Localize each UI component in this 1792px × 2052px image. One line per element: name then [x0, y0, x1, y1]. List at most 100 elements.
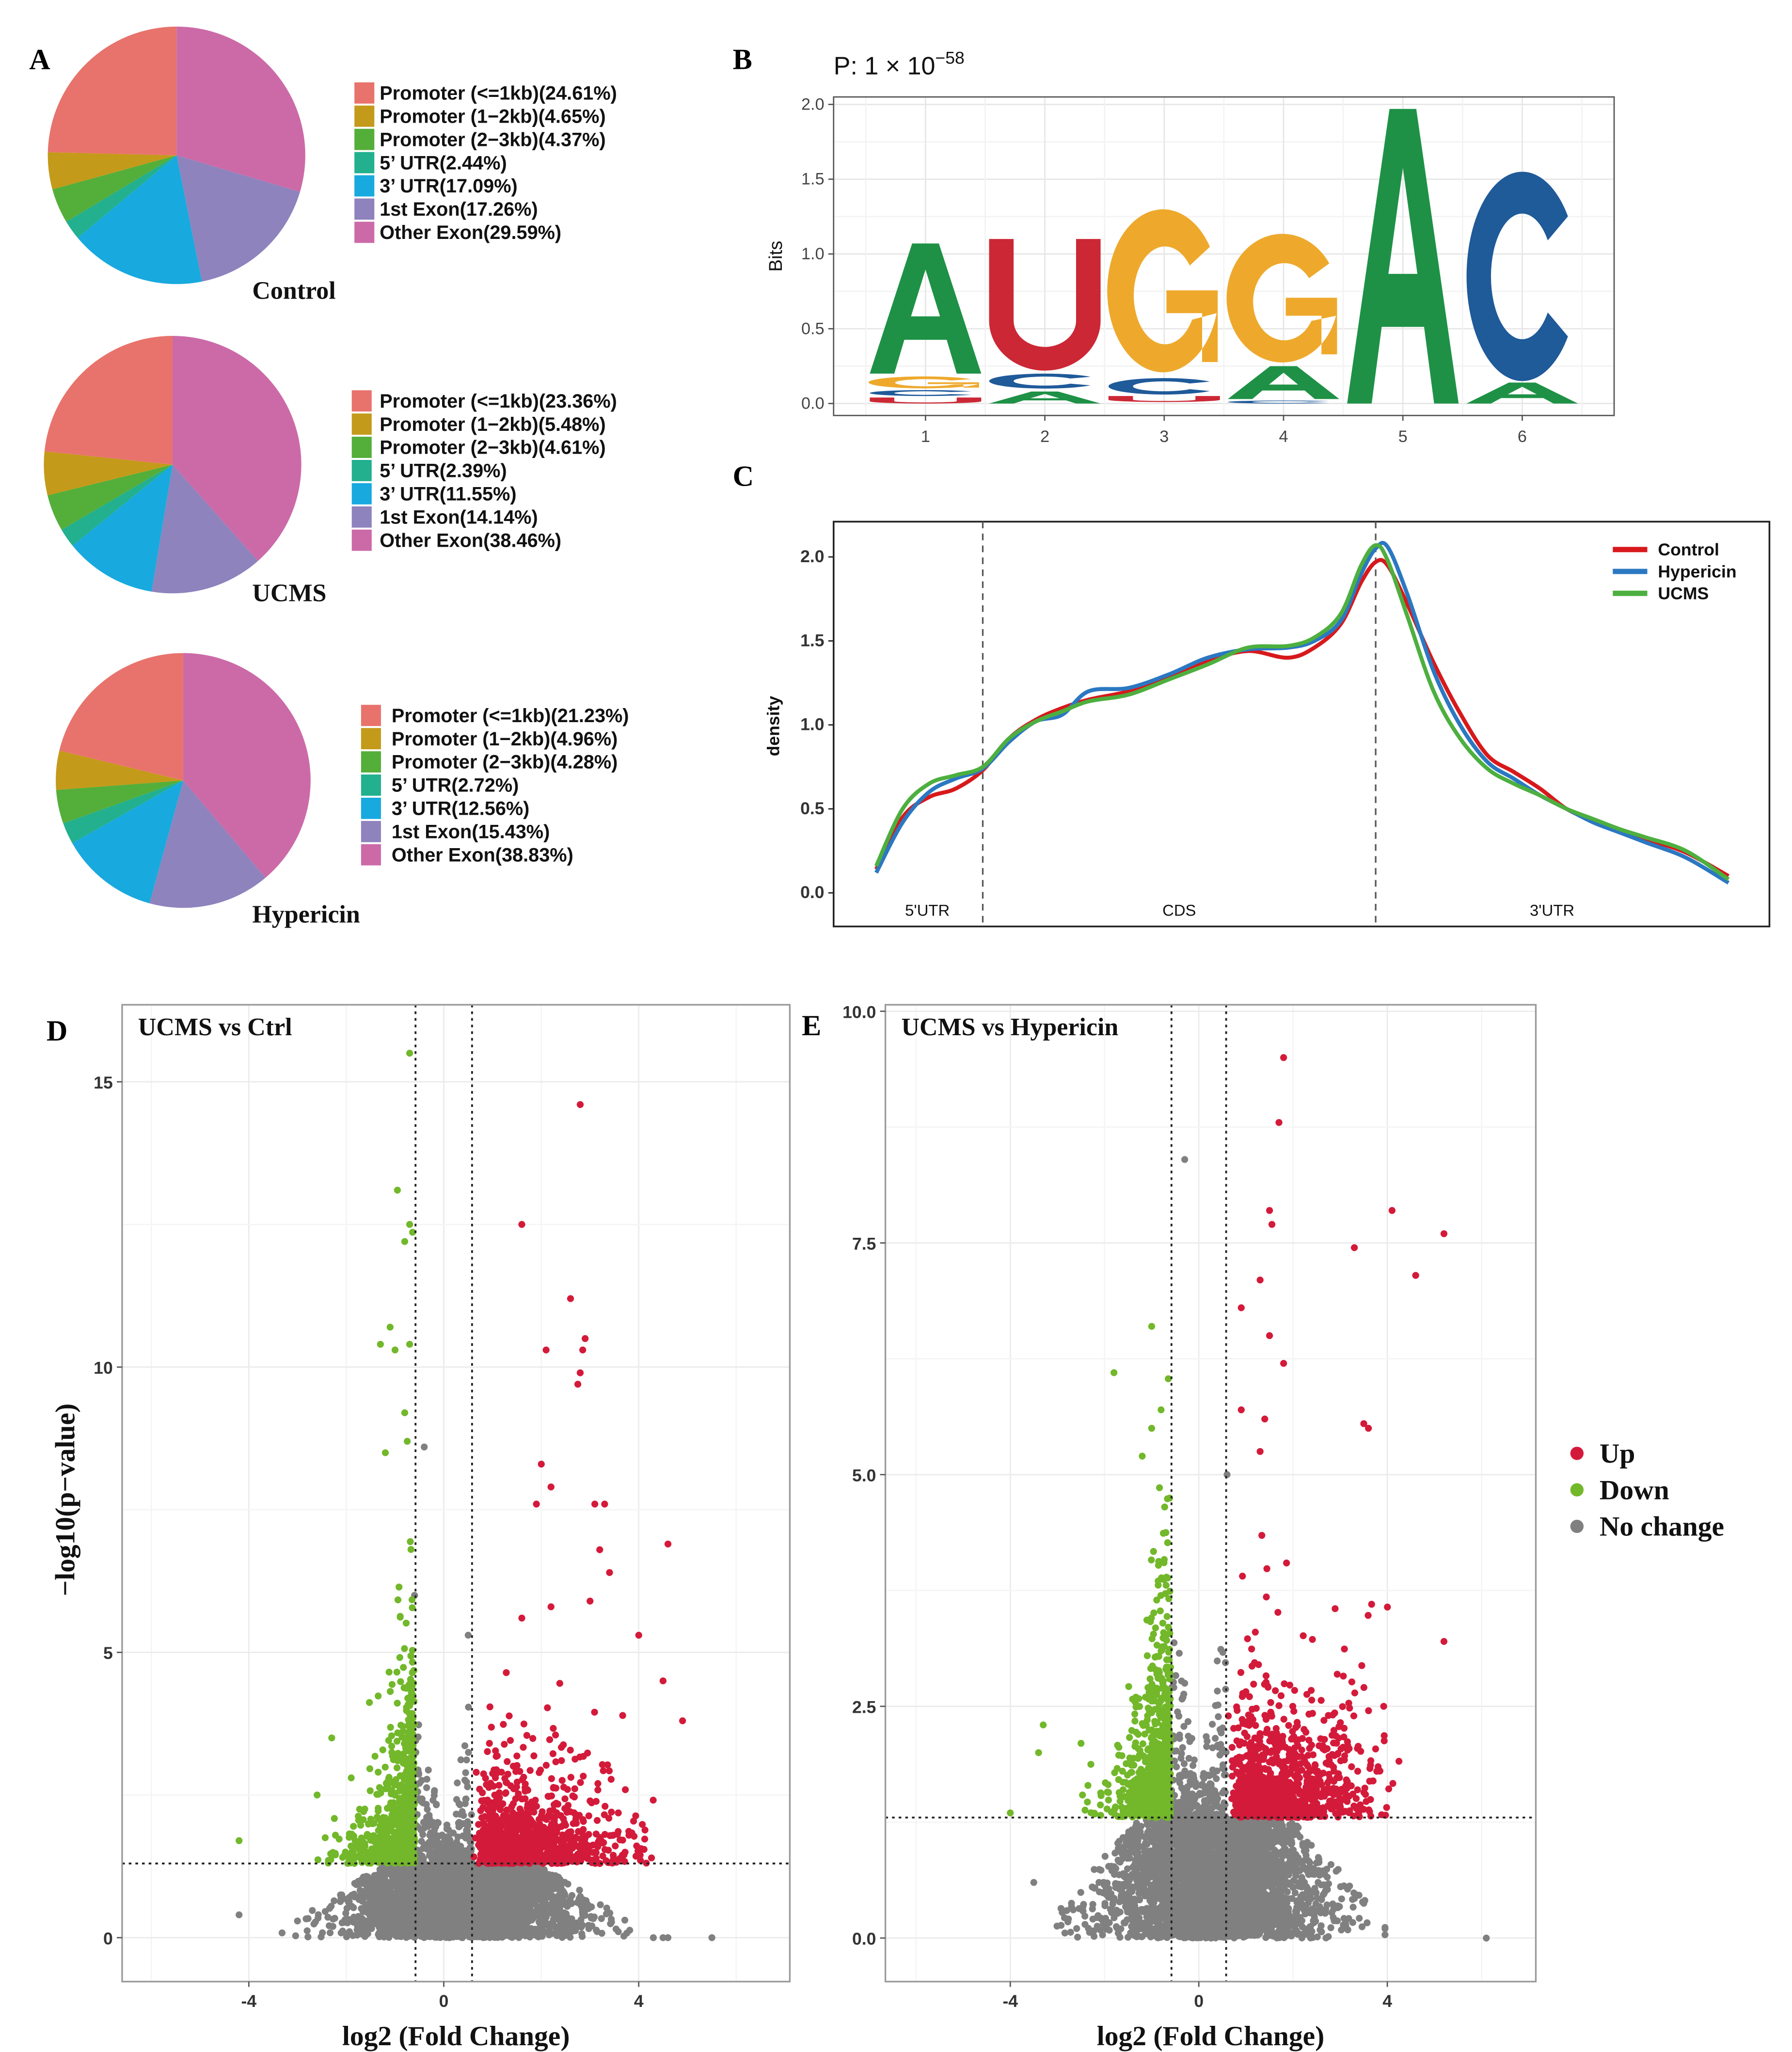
volcano-point-no-change [464, 1919, 472, 1926]
volcano-point-no-change [379, 1901, 386, 1909]
volcano-point-down [404, 1779, 412, 1786]
volcano-point-no-change [483, 1886, 491, 1893]
volcano-point-no-change [304, 1915, 312, 1922]
volcano-point-no-change [421, 1443, 428, 1451]
x-tick-label: 5 [1398, 427, 1408, 446]
volcano-point-no-change [451, 1908, 459, 1916]
legend-swatch [354, 198, 375, 220]
volcano-point-no-change [439, 1927, 446, 1934]
volcano-point-no-change [309, 1907, 316, 1914]
logo-letter-G [1226, 234, 1337, 363]
density-panel: density 0.00.51.01.52.05'UTR CDS 3'UTRCont… [764, 521, 1771, 928]
legend-swatch [361, 821, 381, 842]
volcano-point-no-change [329, 1923, 336, 1930]
volcano-point-no-change [393, 1879, 400, 1886]
volcano-point-no-change [572, 1924, 580, 1931]
volcano-point-no-change [513, 1868, 521, 1876]
volcano-point-no-change [516, 1894, 523, 1902]
volcano-point-no-change [582, 1897, 590, 1904]
volcano-point-no-change [433, 1843, 440, 1850]
legend-label: 1st Exon(14.14%) [380, 506, 538, 528]
volcano-point-no-change [431, 1910, 439, 1917]
volcano-point-no-change [390, 1908, 397, 1916]
volcano-point-no-change [553, 1915, 560, 1923]
volcano-point-down [396, 1583, 403, 1591]
volcano-point-no-change [418, 1826, 426, 1833]
volcano-point-no-change [521, 1888, 528, 1895]
y-tick-label: 0.5 [800, 799, 824, 818]
volcano-point-no-change [344, 1919, 351, 1926]
volcano-point-no-change [433, 1801, 440, 1809]
legend-swatch [351, 460, 372, 481]
volcano-point-no-change [393, 1930, 400, 1937]
volcano-point-no-change [423, 1784, 430, 1791]
legend-label: Promoter (<=1kb)(24.61%) [380, 83, 617, 104]
pie-title: Control [252, 277, 335, 304]
legend-swatch [351, 390, 372, 412]
volcano-point-no-change [506, 1892, 513, 1900]
volcano-point-no-change [497, 1920, 505, 1927]
x-tick-label: 1 [921, 427, 930, 446]
volcano-point-down [375, 1692, 382, 1700]
volcano-point-no-change [393, 1899, 401, 1906]
legend-label: Promoter (1−2kb)(5.48%) [380, 414, 605, 435]
volcano-point-no-change [419, 1799, 427, 1807]
volcano-point-no-change [394, 1872, 401, 1880]
volcano-point-no-change [331, 1914, 338, 1922]
pie-title: Hypericin [252, 900, 360, 928]
volcano-point-down [400, 1750, 407, 1757]
volcano-point-no-change [524, 1907, 532, 1914]
volcano-point-no-change [557, 1923, 565, 1930]
x-tick-label: 4 [1279, 427, 1288, 446]
volcano-point-no-change [421, 1871, 428, 1878]
y-tick-label: 1.5 [800, 631, 824, 650]
volcano-point-no-change [598, 1929, 605, 1937]
volcano-point-no-change [497, 1889, 505, 1896]
legend-swatch [354, 105, 375, 127]
volcano-point-no-change [562, 1910, 570, 1917]
legend-label: 1st Exon(17.26%) [380, 199, 538, 220]
sequence-logo-panel: P: 1 × 10−58 Bits 0.00.51.01.52.01 2 3 4 5 6 [765, 48, 1615, 446]
pie-charts-panel: Promoter (<=1kb)(24.61%) Promoter (1−2kb)… [44, 26, 629, 928]
volcano-point-no-change [403, 1924, 410, 1931]
logo-y-label: Bits [765, 241, 786, 272]
volcano-point-no-change [465, 1704, 472, 1711]
volcano-point-no-change [401, 1896, 409, 1904]
legend-label: 3’ UTR(11.55%) [380, 484, 516, 505]
volcano-point-no-change [342, 1910, 349, 1917]
volcano-point-no-change [421, 1932, 428, 1940]
volcano-point-no-change [376, 1872, 384, 1879]
volcano-point-down [358, 1859, 365, 1866]
volcano-point-no-change [337, 1929, 345, 1937]
pie-slice [176, 26, 305, 192]
legend-label: 3’ UTR(17.09%) [380, 175, 518, 197]
volcano-point-down [401, 1645, 408, 1652]
legend-swatch [354, 221, 375, 243]
volcano-point-no-change [346, 1894, 353, 1901]
volcano-point-no-change [540, 1921, 548, 1928]
volcano-point-no-change [664, 1934, 672, 1942]
volcano-point-no-change [450, 1887, 458, 1894]
volcano-point-no-change [456, 1892, 463, 1899]
volcano-point-no-change [454, 1779, 461, 1786]
volcano-point-no-change [425, 1877, 432, 1884]
volcano-point-no-change [435, 1920, 443, 1927]
y-tick-label: 1.5 [801, 170, 825, 189]
pie-slice [48, 26, 177, 156]
volcano-point-no-change [472, 1900, 479, 1908]
volcano-point-no-change [446, 1925, 453, 1932]
pie-slice [56, 750, 183, 790]
logo-title-exponent: −58 [935, 48, 964, 68]
pie-slice [61, 464, 173, 546]
volcano-point-no-change [507, 1933, 514, 1941]
volcano-point-no-change [560, 1901, 567, 1908]
legend-label: Promoter (2−3kb)(4.61%) [380, 437, 605, 458]
volcano-point-no-change [567, 1918, 574, 1926]
volcano-point-no-change [626, 1926, 634, 1934]
volcano-point-down [377, 1789, 384, 1797]
volcano-point-down [346, 1833, 353, 1841]
legend-label: Other Exon(29.59%) [380, 222, 561, 243]
logo-letter-G [868, 376, 979, 389]
volcano-point-no-change [525, 1874, 532, 1881]
